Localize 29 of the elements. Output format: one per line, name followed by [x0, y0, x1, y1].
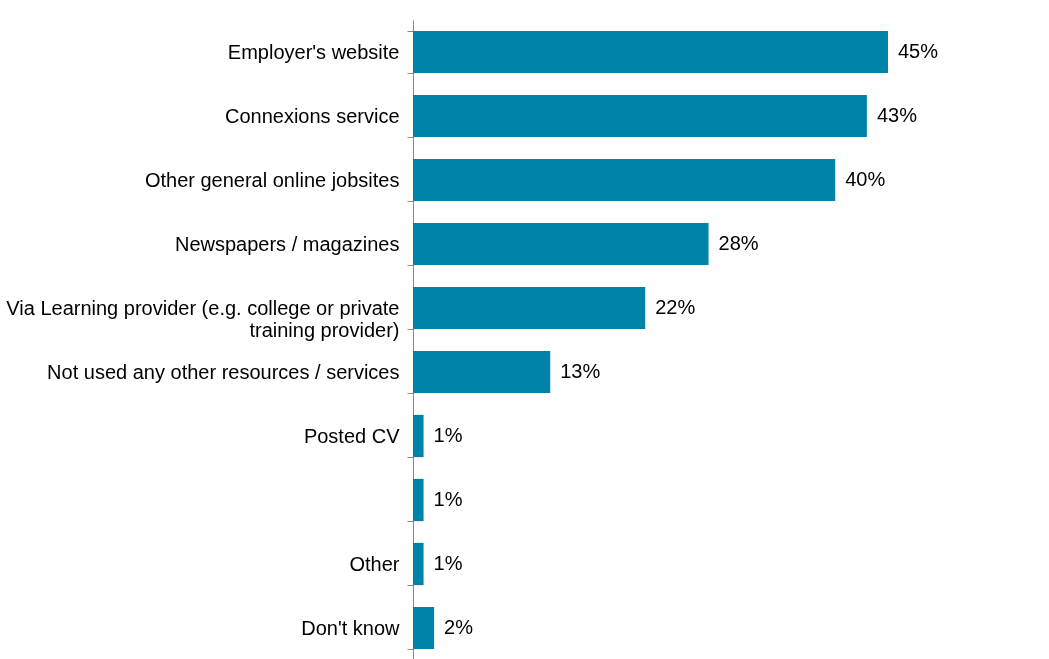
bar: [413, 286, 646, 330]
y-tick-label: Newspapers / magazines: [174, 232, 400, 255]
data-label: 40%: [845, 168, 886, 190]
data-label: 1%: [433, 488, 463, 510]
data-label: 1%: [433, 424, 463, 446]
y-tick-label: Don't know: [301, 616, 401, 639]
bar: [413, 542, 424, 586]
bar: [413, 158, 836, 202]
bar: [413, 606, 435, 650]
bar: [413, 30, 888, 74]
y-tick-label: Not used any other resources / services: [47, 360, 400, 383]
bar: [413, 222, 709, 266]
y-tick-label: Other general online jobsites: [144, 168, 400, 191]
bar: [413, 350, 551, 394]
y-tick-label: Employer's website: [227, 40, 400, 63]
y-tick-label: Other: [349, 552, 400, 575]
y-tick-label: Connexions service: [224, 104, 400, 127]
data-label: 45%: [898, 40, 939, 62]
bar: [413, 478, 424, 522]
bar: [413, 414, 424, 458]
data-label: 13%: [560, 360, 601, 382]
bar: [413, 94, 867, 138]
y-tick-label: Posted CV: [303, 424, 401, 447]
data-label: 43%: [876, 104, 918, 126]
data-label: 2%: [444, 616, 474, 638]
data-label: 22%: [655, 296, 696, 318]
y-tick-label: Via Learning provider (e.g. college or private training provider): [6, 296, 400, 341]
data-label: 28%: [718, 232, 759, 254]
data-label: 1%: [433, 552, 463, 574]
